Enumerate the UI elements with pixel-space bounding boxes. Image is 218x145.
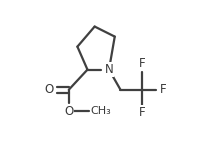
Text: F: F: [160, 83, 167, 96]
Text: O: O: [64, 105, 73, 118]
Text: O: O: [44, 83, 53, 96]
Text: CH₃: CH₃: [90, 106, 111, 116]
Text: N: N: [105, 63, 113, 76]
Text: F: F: [139, 106, 145, 119]
Text: F: F: [139, 57, 145, 70]
